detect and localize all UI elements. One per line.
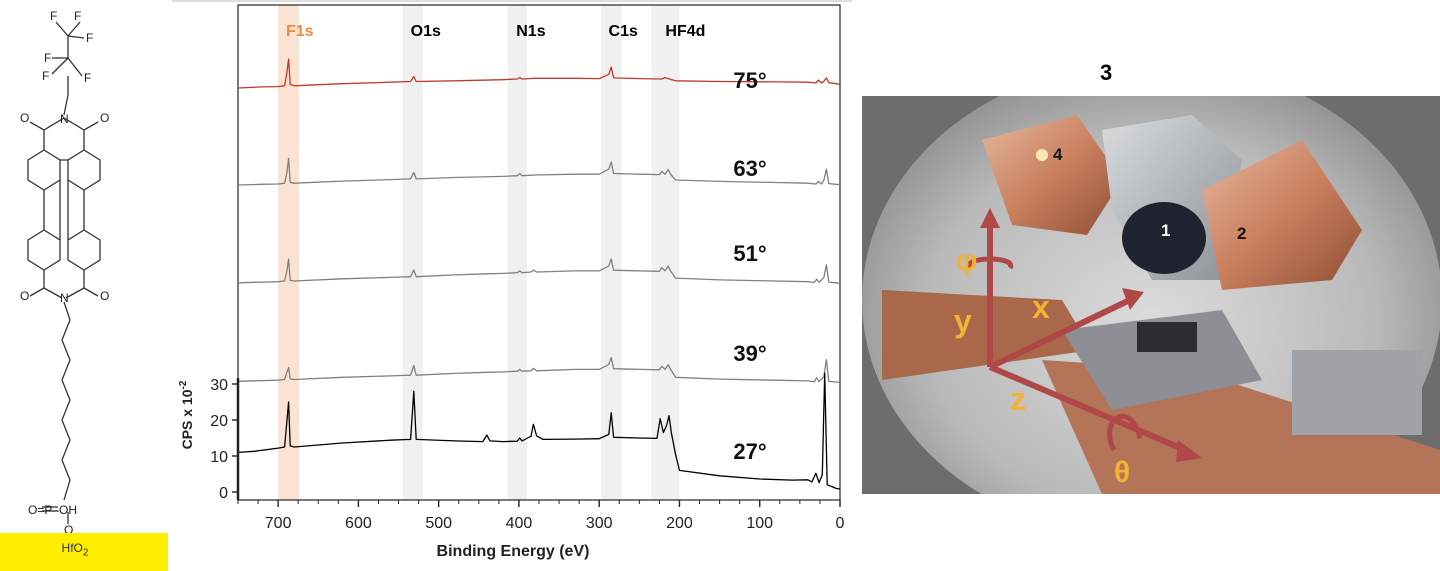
x-tick-label: 600 — [345, 515, 372, 532]
angle-label-2: 63° — [733, 156, 766, 181]
atom-n: N — [60, 291, 69, 305]
angle-label-5: 27° — [733, 439, 766, 464]
x-tick-label: 300 — [586, 515, 613, 532]
region-label-c1s: C1s — [609, 23, 638, 40]
sample-stage — [1062, 310, 1262, 410]
x-tick-label: 200 — [666, 515, 693, 532]
atom-n: N — [60, 112, 69, 126]
x-tick-label: 400 — [506, 515, 533, 532]
x-axis-label: Binding Energy (eV) — [437, 543, 590, 560]
atom-f: F — [86, 31, 93, 45]
atom-f: F — [74, 9, 81, 23]
axes-overlay — [966, 208, 1202, 462]
steel-block — [1292, 350, 1422, 435]
atom-o: O — [100, 111, 109, 125]
substrate-bar — [0, 533, 168, 571]
x-axis-ticks: 700 600 500 400 300 200 100 0 — [237, 500, 845, 532]
molecule-structure: F F F F F F N O O O O N O=P–OH O — [20, 9, 109, 537]
series-line-2 — [237, 157, 841, 186]
x-tick-label: 700 — [265, 515, 292, 532]
x-label: x — [1032, 289, 1050, 325]
x-tick-label: 0 — [836, 515, 845, 532]
series-line-5 — [237, 372, 841, 490]
region-band-o1s — [402, 5, 423, 500]
y-tick-label: 10 — [210, 449, 228, 466]
molecule-atoms: F F F F F F N O O O O N O=P–OH O — [20, 9, 109, 537]
detector-window — [1036, 149, 1048, 161]
substrate-formula: HfO — [61, 541, 83, 555]
angle-label-3: 51° — [733, 241, 766, 266]
theta-rotation-arrow — [1107, 413, 1143, 452]
y-label: y — [954, 303, 972, 339]
atom-o: O — [100, 289, 109, 303]
phi-rotation-arrow — [966, 256, 1014, 270]
region-label-hf4d: HF4d — [665, 23, 705, 40]
molecule-bonds — [27, 21, 101, 524]
chamber-photo: φ y x z θ 1 2 4 — [862, 96, 1440, 494]
z-axis-arrow — [988, 364, 1192, 455]
atom-o: O — [64, 523, 73, 537]
z-arrow-head — [1176, 440, 1202, 462]
substrate-label: HfO2 — [0, 541, 150, 558]
angle-label-4: 39° — [733, 341, 766, 366]
detector-4 — [982, 115, 1122, 235]
atom-f: F — [84, 71, 91, 85]
atom-f: F — [44, 51, 51, 65]
phi-label: φ — [956, 244, 977, 277]
photo-scene — [862, 96, 1440, 494]
substrate-subscript: 2 — [82, 547, 89, 559]
analyzer-lens-1 — [1122, 202, 1206, 274]
region-labels: F1s O1s N1s C1s HF4d — [286, 23, 705, 40]
angle-labels: 75° 63° 51° 39° 27° — [733, 68, 766, 464]
label-4: 4 — [1053, 145, 1063, 164]
y-tick-label: 20 — [210, 413, 228, 430]
xps-chart: F1s O1s N1s C1s HF4d 75° 63° 51° 39° 27° 700 600 5… — [172, 0, 852, 560]
region-label-f1s: F1s — [286, 23, 314, 40]
y-tick-label: 0 — [219, 485, 228, 502]
region-bands — [278, 5, 680, 500]
atom-f: F — [50, 9, 57, 23]
region-band-n1s — [507, 5, 527, 500]
x-arrow-head — [1122, 288, 1144, 310]
theta-label: θ — [1114, 456, 1130, 489]
region-band-f1s — [278, 5, 300, 500]
series-line-1 — [237, 58, 841, 89]
y-axis-label-main: CPS x 10 — [179, 389, 195, 449]
photo-labels: φ y x z θ 1 2 4 — [954, 145, 1246, 489]
label-2: 2 — [1237, 224, 1246, 243]
angle-label-1: 75° — [733, 68, 766, 93]
region-label-o1s: O1s — [411, 23, 441, 40]
region-label-n1s: N1s — [516, 23, 545, 40]
atom-o: O — [20, 289, 29, 303]
x-axis-arrow — [988, 295, 1136, 370]
phi-arrow-head — [980, 208, 1000, 228]
y-tick-label: 30 — [210, 377, 228, 394]
y-axis-ticks: 0 10 20 30 — [210, 377, 238, 502]
atom-f: F — [42, 69, 49, 83]
x-tick-label: 100 — [746, 515, 773, 532]
spectra-lines — [237, 58, 841, 490]
label-1: 1 — [1161, 221, 1170, 240]
sample-chip — [1137, 322, 1197, 352]
photo-number: 3 — [1100, 60, 1113, 85]
series-line-4 — [237, 356, 841, 384]
series-line-3 — [237, 258, 841, 284]
source-2 — [1202, 140, 1362, 290]
region-band-c1s — [600, 5, 622, 500]
phosphonic-acid-label: O=P–OH — [28, 503, 77, 517]
y-axis-label-exponent: -2 — [178, 380, 189, 389]
region-band-hf4d — [651, 5, 680, 500]
z-label: z — [1010, 381, 1026, 417]
atom-o: O — [20, 111, 29, 125]
y-axis-label: CPS x 10-2 — [178, 380, 195, 449]
x-tick-label: 500 — [425, 515, 452, 532]
